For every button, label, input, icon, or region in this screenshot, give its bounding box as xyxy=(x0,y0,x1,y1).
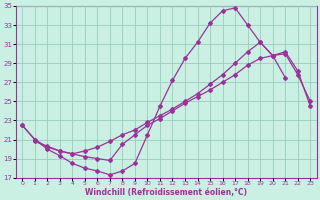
X-axis label: Windchill (Refroidissement éolien,°C): Windchill (Refroidissement éolien,°C) xyxy=(85,188,247,197)
